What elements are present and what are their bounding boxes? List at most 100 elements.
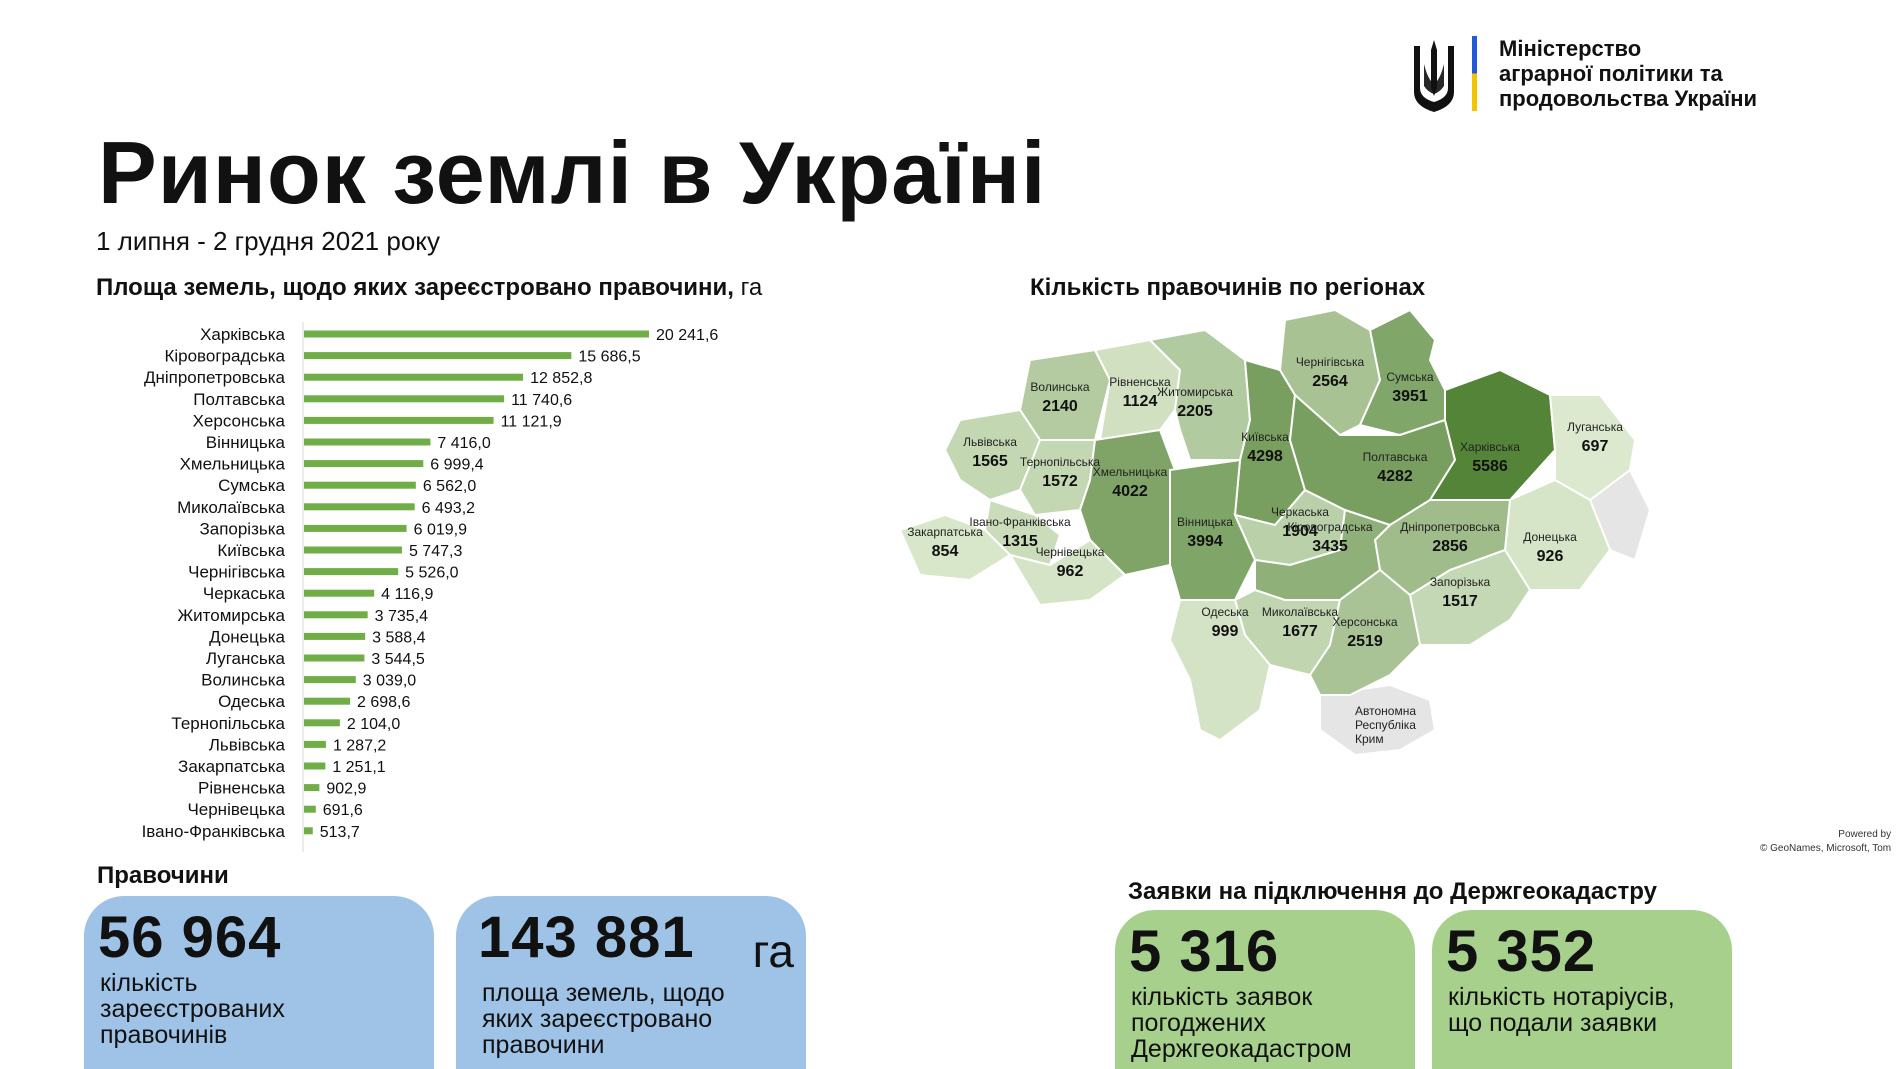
bar [304, 827, 313, 835]
region-shape [1308, 568, 1422, 696]
region-name-label: Полтавська [1363, 450, 1428, 464]
value-label: 3 544,5 [371, 651, 424, 668]
region-shape [1169, 458, 1257, 601]
category-label: Івано-Франківська [142, 822, 286, 841]
notaries-value: 5 352 [1446, 919, 1597, 984]
region-name-label: Хмельницька [1093, 465, 1168, 479]
bar [304, 438, 431, 446]
map-title: Кількість правочинів по регіонах [1030, 274, 1426, 301]
value-label: 3 039,0 [363, 673, 416, 690]
value-label: 20 241,6 [656, 327, 718, 344]
bar [304, 352, 572, 360]
bar [304, 697, 350, 705]
bar [304, 416, 494, 424]
region-value-label: 5586 [1472, 458, 1508, 475]
area-bar-chart: Харківська 20 241,6 Кіровоградська 15 686,5… [142, 322, 718, 852]
bar-chart-title-unit: га [740, 274, 763, 301]
crimea-label: Крим [1355, 732, 1384, 746]
category-label: Чернівецька [187, 800, 285, 819]
category-label: Сумська [218, 476, 285, 495]
category-label: Луганська [206, 649, 286, 668]
bar [304, 481, 416, 489]
category-label: Черкаська [203, 584, 286, 603]
bar-chart-title-main: Площа земель, щодо яких зареєстровано пр… [96, 274, 734, 301]
region-name-label: Луганська [1567, 420, 1623, 434]
region-name-label: Запорізька [1430, 575, 1491, 589]
region-name-label: Донецька [1523, 530, 1577, 544]
bar [304, 784, 320, 792]
bar [304, 568, 399, 576]
ministry-line-2: аграрної політики та [1499, 61, 1723, 86]
deals-count-desc-line: зареєстрованих [100, 995, 285, 1023]
value-label: 902,9 [326, 781, 366, 798]
deals-count-desc-line: кількість [100, 969, 198, 997]
deals-area-desc: площа земель, щодо яких зареєстровано пр… [482, 980, 725, 1058]
notaries-desc-line: кількість нотаріусів, [1448, 983, 1675, 1011]
value-label: 2 104,0 [347, 716, 400, 733]
region-shape [1548, 394, 1637, 502]
deals-area-value: 143 881 [478, 905, 695, 970]
region-name-label: Волинська [1030, 380, 1090, 394]
region-shape [1018, 348, 1112, 441]
region-value-label: 1677 [1282, 623, 1318, 640]
deals-section-label: Правочини [97, 862, 229, 889]
region-value-label: 1517 [1442, 593, 1478, 610]
bar [304, 676, 356, 684]
category-label: Одеська [218, 692, 285, 711]
bar [304, 524, 407, 532]
category-label: Херсонська [193, 411, 286, 430]
value-label: 6 562,0 [423, 478, 476, 495]
region-name-label: Рівненська [1109, 375, 1171, 389]
bar [304, 589, 375, 597]
region-shape [1168, 599, 1272, 742]
category-label: Кіровоградська [164, 347, 285, 366]
bar [304, 719, 340, 727]
region-name-label: Закарпатська [907, 525, 983, 539]
region-shape [1007, 538, 1127, 607]
region-value-label: 2205 [1177, 403, 1213, 420]
region-value-label: 2564 [1312, 373, 1348, 390]
region-value-label: 3951 [1392, 388, 1428, 405]
approved-applications-desc: кількість заявок погоджених Держгеокадас… [1131, 984, 1352, 1062]
trident-icon [1414, 40, 1454, 112]
ministry-logo: Міністерство аграрної політики та продов… [1410, 36, 1758, 116]
value-label: 691,6 [323, 802, 363, 819]
page-title: Ринок землі в Україні [98, 123, 1047, 222]
map-attribution: Powered by © GeoNames, Microsoft, Tom [1760, 828, 1891, 856]
region-name-label: Львівська [963, 435, 1017, 449]
category-label: Чернігівська [188, 563, 285, 582]
bar-chart-title: Площа земель, щодо яких зареєстровано пр… [96, 274, 762, 302]
category-label: Запорізька [199, 519, 285, 538]
bar [304, 632, 366, 640]
category-label: Миколаївська [177, 498, 285, 517]
region-value-label: 1565 [972, 453, 1008, 470]
notaries-card: 5 352 кількість нотаріусів, що подали за… [1432, 910, 1732, 1069]
region-name-label: Дніпропетровська [1400, 520, 1500, 534]
value-label: 3 735,4 [375, 608, 428, 625]
ministry-line-1: Міністерство [1499, 36, 1642, 61]
region-value-label: 4298 [1247, 448, 1283, 465]
region-value-label: 1124 [1123, 393, 1158, 410]
approved-applications-card: 5 316 кількість заявок погоджених Держге… [1115, 910, 1415, 1069]
approved-desc-line: кількість заявок [1131, 983, 1313, 1011]
attribution-text: © GeoNames, Microsoft, Tom [1760, 843, 1892, 854]
ministry-name: Міністерство аграрної політики та продов… [1472, 36, 1758, 111]
value-label: 7 416,0 [437, 435, 490, 452]
category-label: Волинська [201, 671, 285, 690]
crimea-label: Автономна [1355, 704, 1416, 718]
region-name-label: Київська [1241, 430, 1289, 444]
deals-area-unit: га [752, 925, 794, 977]
deals-count-value: 56 964 [98, 905, 282, 970]
value-label: 11 740,6 [511, 392, 572, 409]
category-label: Закарпатська [178, 757, 285, 776]
region-name-label: Черкаська [1271, 505, 1329, 519]
region-name-label: Тернопільська [1020, 455, 1100, 469]
deals-area-desc-line: яких зареєстровано [482, 1005, 713, 1033]
value-label: 1 287,2 [333, 737, 386, 754]
region-name-label: Чернівецька [1036, 545, 1105, 559]
region-name-label: Миколаївська [1262, 605, 1339, 619]
value-label: 4 116,9 [381, 586, 433, 603]
region-value-label: 2140 [1042, 398, 1078, 415]
category-label: Львівська [209, 735, 286, 754]
